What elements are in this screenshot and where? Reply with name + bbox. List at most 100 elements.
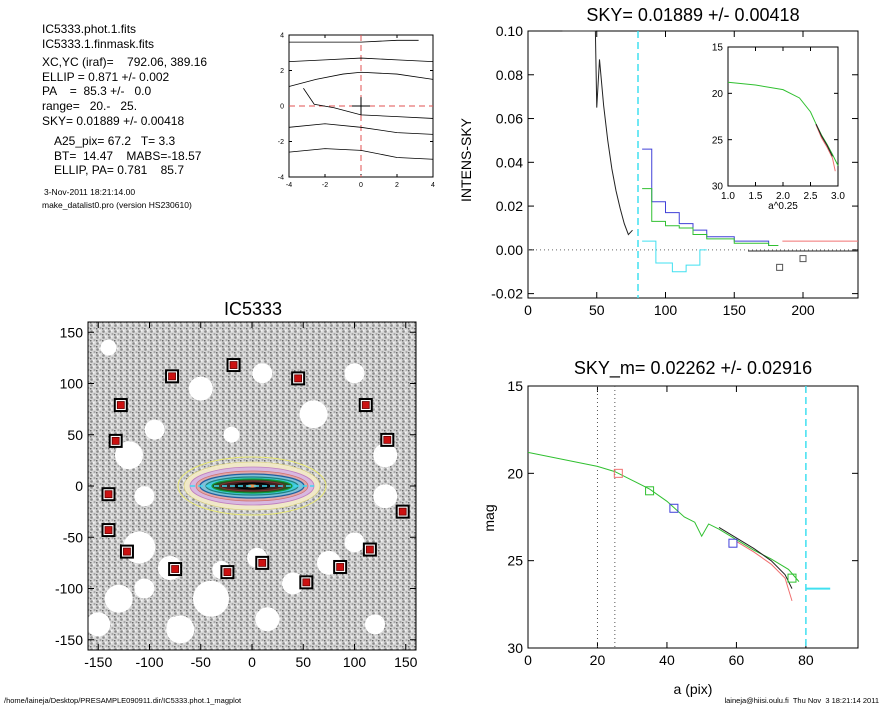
y-tick-label: 25 <box>712 135 724 146</box>
y-tick-label: 25 <box>507 553 523 569</box>
isophote-line <box>303 88 434 119</box>
mag-title: SKY_m= 0.02262 +/- 0.02916 <box>574 358 812 379</box>
y-tick-label: 20 <box>507 465 523 481</box>
masked-region <box>166 615 195 644</box>
mag-xlabel: a (pix) <box>674 681 713 697</box>
y-tick-label: 0 <box>280 104 284 111</box>
sky-marker <box>799 255 807 263</box>
magnitude-profile-panel: 0 20 40 60 80 15 20 25 30 SKY_m= 0.02262 +/- 0.02… <box>481 358 859 697</box>
info-line: IC5333.1.finmask.fits <box>42 36 155 51</box>
sky-inset-panel: 1.0 1.5 2.0 2.5 3.0 15 20 25 30 a^0.25 <box>712 43 846 212</box>
mag-marker <box>728 538 738 548</box>
x-tick-label: -150 <box>84 654 112 670</box>
x-tick-label: 150 <box>394 654 418 670</box>
masked-region <box>134 578 155 599</box>
y-tick-label: 150 <box>60 324 84 340</box>
star-mask-marker-inner <box>398 507 407 516</box>
x-tick-label: -2 <box>322 182 328 189</box>
masked-region <box>344 532 365 553</box>
sky-title: SKY= 0.01889 +/- 0.00418 <box>586 5 799 25</box>
y-tick-label: 0.00 <box>496 242 523 258</box>
masked-region <box>373 443 398 468</box>
y-tick-label: -0.02 <box>491 286 523 302</box>
star-mask-marker-inner <box>104 526 113 534</box>
x-tick-label: 60 <box>729 652 745 668</box>
plot-frame <box>527 385 859 649</box>
star-mask-marker-inner <box>104 490 113 499</box>
star-mask-marker-inner <box>258 558 267 567</box>
info-program: make_datalist0.pro (version HS230610) <box>42 199 192 210</box>
sky-series-line <box>642 240 707 273</box>
plot-frame <box>527 30 859 299</box>
info-line: BT= 14.47 MABS=-18.57 <box>54 148 202 163</box>
x-tick-label: 50 <box>295 654 311 670</box>
image-area <box>88 322 416 650</box>
x-tick-label: 20 <box>590 652 606 668</box>
y-tick-label: 0.06 <box>496 111 523 127</box>
masked-region <box>282 572 304 595</box>
x-tick-label: 80 <box>798 652 814 668</box>
mag-marker <box>613 468 623 478</box>
masked-region <box>373 484 398 509</box>
mag-marker <box>669 503 679 513</box>
masked-region <box>104 584 133 613</box>
plot-frame <box>727 46 839 187</box>
mag-marker <box>787 573 797 583</box>
masked-region <box>365 614 385 635</box>
masked-region <box>255 607 280 632</box>
y-tick-label: -2 <box>278 139 284 146</box>
inset-xlabel: a^0.25 <box>768 201 798 212</box>
star-mask-marker-inner <box>365 545 374 554</box>
y-tick-label: 15 <box>712 43 724 54</box>
mag-series-line <box>736 541 793 601</box>
x-tick-label: 50 <box>589 302 605 318</box>
x-tick-label: 0 <box>524 302 532 318</box>
image-title: IC5333 <box>224 299 282 319</box>
isophote-line <box>288 57 434 63</box>
footer-path: /home/laineja/Desktop/PRESAMPLE090911.di… <box>4 696 242 705</box>
x-tick-label: -4 <box>286 182 292 189</box>
star-mask-marker-inner <box>336 563 345 571</box>
y-tick-label: 0 <box>75 478 83 494</box>
y-tick-label: 0.04 <box>496 154 523 170</box>
info-line: range= 20.- 25. <box>42 98 138 113</box>
sky-ylabel: INTENS-SKY <box>458 117 474 202</box>
x-tick-label: 2.0 <box>776 191 790 202</box>
y-tick-label: 2 <box>280 68 284 75</box>
x-tick-label: 1.5 <box>749 191 763 202</box>
star-mask-marker-inner <box>302 578 311 587</box>
star-mask-marker-inner <box>116 401 125 409</box>
info-line: IC5333.phot.1.fits <box>42 22 137 36</box>
star-mask-marker-inner <box>383 435 392 444</box>
x-tick-label: 150 <box>723 302 747 318</box>
y-tick-label: 100 <box>60 376 84 392</box>
star-mask-marker-inner <box>294 374 303 383</box>
inset-series-line <box>815 124 836 172</box>
info-block: IC5333.phot.1.fits IC5333.1.finmask.fits… <box>42 22 207 212</box>
x-tick-label: 200 <box>791 302 815 318</box>
info-date: 3-Nov-2011 18:21:14.00 <box>44 186 136 197</box>
masked-region <box>344 363 365 384</box>
y-tick-label: 20 <box>712 89 724 100</box>
isophote-line <box>289 39 419 43</box>
y-tick-label: 15 <box>507 378 523 394</box>
x-tick-label: 4 <box>431 182 435 189</box>
y-tick-label: -4 <box>278 175 284 182</box>
star-mask-marker-inner <box>168 372 176 381</box>
galaxy-image-panel: -150 -100 -50 0 50 100 150 -150 -100 -50 0 50 100 150… <box>55 299 418 670</box>
sky-series-line <box>642 148 779 246</box>
masked-region <box>223 426 240 443</box>
masked-region <box>88 612 111 637</box>
y-tick-label: 50 <box>67 427 83 443</box>
info-line: ELLIP = 0.871 +/- 0.002 <box>42 69 170 84</box>
mag-marker <box>645 486 655 496</box>
x-tick-label: 1.0 <box>721 191 735 202</box>
masked-region <box>100 339 117 356</box>
x-tick-label: 100 <box>654 302 678 318</box>
star-mask-marker-inner <box>111 436 120 445</box>
isophote-line <box>288 71 434 87</box>
sky-series-line <box>562 30 633 236</box>
x-tick-label: 2.5 <box>804 191 818 202</box>
star-mask-marker-inner <box>123 547 131 556</box>
